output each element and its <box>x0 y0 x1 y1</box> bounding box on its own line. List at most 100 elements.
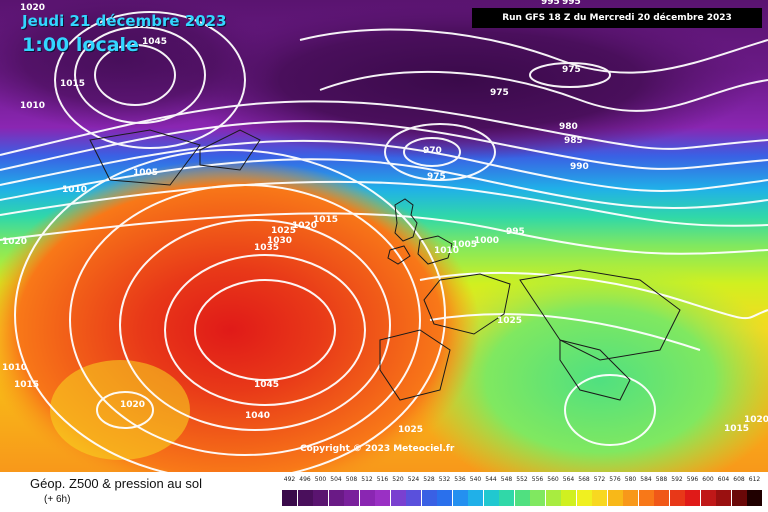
legend-value-label: 528 <box>423 476 435 483</box>
legend-color-swatch <box>437 490 452 506</box>
pressure-labels: 1020 1045 1015 1010 1005 1010 1020 975 9… <box>2 0 768 435</box>
pressure-label: 1020 <box>292 221 317 231</box>
legend-value-label: 504 <box>330 476 342 483</box>
legend-value-label: 532 <box>438 476 451 483</box>
legend-value-label: 564 <box>562 476 575 483</box>
legend-value-label: 584 <box>640 476 652 483</box>
legend-color-swatch <box>669 490 685 506</box>
legend-color-swatch <box>700 490 716 506</box>
pressure-label: 1025 <box>271 226 296 236</box>
pressure-label: 1010 <box>434 246 459 256</box>
pressure-label: 1020 <box>120 400 145 410</box>
legend-value-label: 596 <box>686 476 699 483</box>
geopotential-map-canvas: 1020 1045 1015 1010 1005 1010 1020 975 9… <box>0 0 768 472</box>
legend-color-swatch <box>607 490 623 506</box>
pressure-label: 970 <box>423 146 442 156</box>
legend-value-label: 548 <box>500 476 513 483</box>
legend-color-swatch <box>623 490 638 506</box>
legend-color-swatch <box>390 490 406 506</box>
pressure-label: 1020 <box>20 3 45 13</box>
pressure-label: 1010 <box>62 185 87 195</box>
legend-color-swatch <box>716 490 731 506</box>
pressure-label: 985 <box>564 136 583 146</box>
legend-value-label: 600 <box>702 476 714 483</box>
legend-value-label: 552 <box>516 476 528 483</box>
legend-value-label: 512 <box>361 476 373 483</box>
pressure-label: 995 <box>541 0 560 7</box>
forecast-time: 1:00 locale <box>22 34 139 56</box>
pressure-label: 1030 <box>267 236 292 246</box>
legend-color-swatch <box>297 490 313 506</box>
pressure-label: 1015 <box>313 215 338 225</box>
legend-color-swatch <box>561 490 576 506</box>
pressure-label: 1015 <box>14 380 39 390</box>
legend-value-label: 500 <box>314 476 327 483</box>
pressure-label: 975 <box>427 172 446 182</box>
legend-color-swatch <box>654 490 669 506</box>
legend-color-swatch <box>592 490 607 506</box>
legend-value-label: 492 <box>283 476 296 483</box>
legend-color-swatch <box>406 490 421 506</box>
legend-color-swatch <box>747 490 762 506</box>
legend-color-swatch <box>282 490 297 506</box>
legend-value-label: 612 <box>748 476 761 483</box>
legend-value-label: 508 <box>345 476 358 483</box>
legend-value-label: 540 <box>469 476 482 483</box>
legend-color-swatch <box>638 490 654 506</box>
legend-color-swatch <box>452 490 468 506</box>
pressure-label: 975 <box>490 88 509 98</box>
legend-value-label: 580 <box>624 476 637 483</box>
model-run-info: Run GFS 18 Z du Mercredi 20 décembre 202… <box>472 8 762 28</box>
legend-color-swatch <box>576 490 592 506</box>
legend-color-swatch <box>530 490 545 506</box>
legend-value-label: 536 <box>454 476 466 483</box>
pressure-label: 1010 <box>20 101 45 111</box>
forecast-date: Jeudi 21 décembre 2023 <box>22 12 227 30</box>
legend-color-swatch <box>514 490 530 506</box>
legend-color-swatch <box>483 490 499 506</box>
pressure-label: 1045 <box>254 380 279 390</box>
forecast-offset: (+ 6h) <box>44 494 71 505</box>
legend-color-swatch <box>685 490 700 506</box>
legend-color-swatch <box>328 490 344 506</box>
legend-value-label: 520 <box>392 476 404 483</box>
legend-value-label: 572 <box>593 476 606 483</box>
legend-value-label: 516 <box>376 476 389 483</box>
pressure-label: 1015 <box>60 79 85 89</box>
map-title: Géop. Z500 & pression au sol <box>30 476 202 491</box>
pressure-label: 1025 <box>398 425 423 435</box>
legend-value-label: 608 <box>733 476 745 483</box>
pressure-label: 1045 <box>142 37 167 47</box>
pressure-label: 1010 <box>2 363 27 373</box>
pressure-label: 1020 <box>744 415 768 425</box>
pressure-label: 1020 <box>2 237 27 247</box>
legend-color-swatch <box>359 490 375 506</box>
legend-color-swatch <box>468 490 483 506</box>
legend-value-label: 568 <box>578 476 590 483</box>
legend-value-label: 560 <box>547 476 559 483</box>
pressure-label: 1015 <box>724 424 749 434</box>
pressure-label: 1005 <box>452 240 477 250</box>
legend-value-label: 544 <box>485 476 497 483</box>
legend-color-swatch <box>499 490 514 506</box>
pressure-label: 1040 <box>245 411 270 421</box>
pressure-label: 1005 <box>133 168 158 178</box>
legend-color-swatch <box>545 490 561 506</box>
pressure-label: 1025 <box>497 316 522 326</box>
legend-value-label: 588 <box>655 476 668 483</box>
pressure-label: 975 <box>562 65 581 75</box>
pressure-label: 1000 <box>474 236 499 246</box>
pressure-label: 995 <box>562 0 581 7</box>
legend-value-label: 524 <box>407 476 420 483</box>
pressure-label: 980 <box>559 122 578 132</box>
legend-value-label: 592 <box>671 476 683 483</box>
legend-value-label: 496 <box>299 476 311 483</box>
copyright-notice: Copyright © 2023 Meteociel.fr <box>300 444 455 454</box>
legend-color-swatch <box>375 490 390 506</box>
pressure-label: 1035 <box>254 243 279 253</box>
pressure-label: 990 <box>570 162 589 172</box>
map-footer: Géop. Z500 & pression au sol (+ 6h) 492 4… <box>0 472 768 512</box>
weather-map: 1020 1045 1015 1010 1005 1010 1020 975 9… <box>0 0 768 472</box>
legend-value-label: 604 <box>717 476 730 483</box>
legend-value-label: 556 <box>531 476 544 483</box>
